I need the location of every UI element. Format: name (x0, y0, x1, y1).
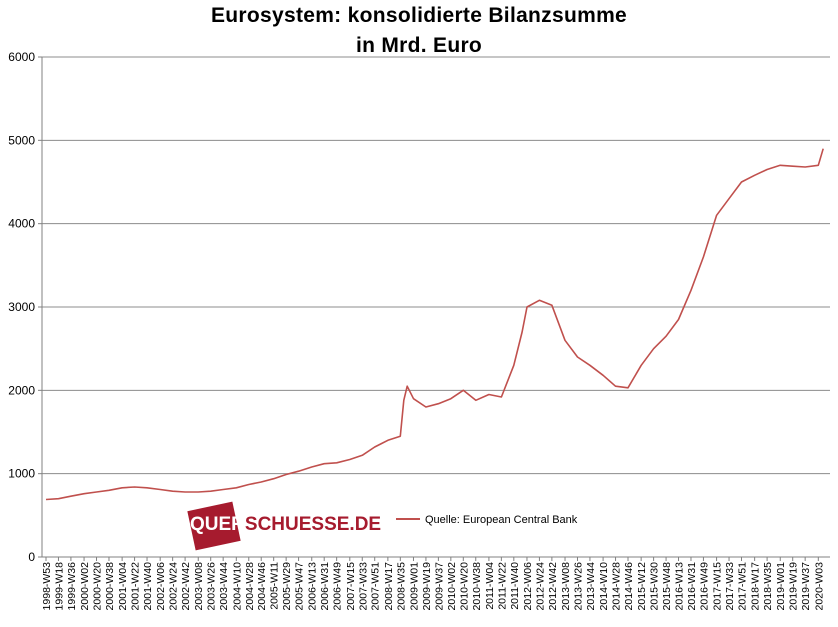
x-tick-label: 2012-W24 (534, 562, 546, 611)
x-tick-label: 2001-W22 (130, 562, 142, 611)
x-tick-label: 2010-W02 (446, 562, 458, 611)
x-tick-label: 2018-W17 (750, 562, 762, 611)
chart-subtitle: in Mrd. Euro (355, 34, 483, 57)
x-tick-label: 2002-W06 (155, 562, 167, 611)
x-tick-label: 2005-W11 (269, 562, 281, 610)
y-tick-label: 6000 (8, 50, 35, 64)
x-tick-label: 2004-W28 (244, 562, 256, 611)
legend-label: Quelle: European Central Bank (425, 514, 578, 526)
chart-title: Eurosystem: konsolidierte Bilanzsumme (210, 4, 628, 27)
x-tick-label: 2016-W13 (674, 562, 686, 611)
logo-text: QUERSCHUESSE.DE (190, 514, 381, 535)
x-tick-label: 2017-W51 (736, 562, 748, 611)
y-tick-label: 3000 (8, 300, 35, 314)
x-tick-label: 2019-W19 (788, 562, 800, 611)
x-tick-label: 2003-W44 (218, 562, 230, 611)
gridlines (42, 56, 830, 558)
x-tick-label: 2016-W31 (686, 562, 698, 611)
x-tick-label: 2017-W15 (712, 562, 724, 611)
x-tick-label: 2019-W37 (800, 562, 812, 611)
x-tick-label: 2008-W35 (395, 562, 407, 611)
x-tick-label: 2018-W35 (762, 562, 774, 611)
x-tick-label: 2012-W42 (547, 562, 559, 611)
x-tick-label: 2000-W20 (92, 562, 104, 611)
x-tick-label: 2000-W02 (79, 562, 91, 611)
x-tick-label: 2015-W30 (649, 562, 661, 611)
x-tick-label: 2005-W29 (281, 562, 293, 611)
x-tick-label: 2000-W38 (104, 562, 116, 611)
x-tick-label: 2009-W19 (421, 562, 433, 611)
x-tick-label: 2008-W17 (383, 562, 395, 611)
x-tick-label: 2015-W48 (661, 562, 673, 611)
y-tick-label: 2000 (8, 383, 35, 397)
y-tick-label: 5000 (8, 133, 35, 147)
x-tick-label: 1999-W36 (66, 562, 78, 611)
x-tick-label: 2003-W08 (193, 562, 205, 611)
y-tick-label: 1000 (8, 467, 35, 481)
y-tick-label: 4000 (8, 217, 35, 231)
x-tick-label: 2013-W08 (560, 562, 572, 611)
x-tick-label: 2015-W12 (636, 562, 648, 611)
x-tick-label: 2004-W46 (256, 562, 268, 611)
x-tick-label: 2001-W40 (142, 562, 154, 611)
x-tick-label: 2013-W44 (585, 562, 597, 611)
x-tick-label: 2019-W01 (775, 562, 787, 611)
x-tick-label: 2014-W10 (598, 562, 610, 611)
x-tick-label: 2002-W42 (180, 562, 192, 611)
x-tick-label: 2011-W22 (496, 562, 508, 610)
x-tick-label: 2011-W40 (509, 562, 521, 610)
x-tick-label: 1999-W18 (53, 562, 65, 611)
x-tick-label: 2011-W04 (484, 562, 496, 610)
x-tick-label: 2014-W46 (623, 562, 635, 611)
x-tick-label: 2010-W20 (458, 562, 470, 611)
x-tick-label: 2004-W10 (231, 562, 243, 611)
x-tick-label: 2009-W01 (408, 562, 420, 611)
x-tick-label: 2009-W37 (433, 562, 445, 611)
x-tick-label: 2016-W49 (698, 562, 710, 611)
x-tick-label: 2005-W47 (294, 562, 306, 611)
x-tick-label: 2006-W31 (319, 562, 331, 611)
x-tick-label: 2006-W49 (332, 562, 344, 611)
x-tick-label: 2014-W28 (611, 562, 623, 611)
x-tick-label: 2007-W15 (345, 562, 357, 611)
x-tick-label: 2007-W33 (357, 562, 369, 611)
y-tick-label: 0 (28, 550, 35, 564)
series-layer (45, 148, 824, 501)
x-tick-label: 2006-W13 (307, 562, 319, 611)
logo-square (187, 501, 241, 551)
x-tick-label: 2001-W04 (117, 562, 129, 611)
y-axis: 0 1000 2000 3000 4000 5000 6000 (8, 50, 43, 564)
x-tick-label: 2002-W24 (168, 562, 180, 611)
x-axis: 1998-W53 1999-W18 1999-W36 2000-W02 2000-W20… (41, 557, 825, 610)
x-tick-label: 2013-W26 (572, 562, 584, 611)
series-line (45, 148, 824, 501)
legend: Quelle: European Central Bank (396, 514, 578, 526)
x-tick-label: 2010-W38 (471, 562, 483, 611)
x-tick-label: 1998-W53 (41, 562, 53, 611)
x-tick-label: 2020-W03 (813, 562, 825, 611)
x-tick-label: 2007-W51 (370, 562, 382, 611)
x-tick-label: 2003-W26 (206, 562, 218, 611)
watermark-logo: QUERSCHUESSE.DE (187, 501, 381, 551)
x-tick-label: 2017-W33 (724, 562, 736, 611)
x-tick-label: 2012-W06 (522, 562, 534, 611)
